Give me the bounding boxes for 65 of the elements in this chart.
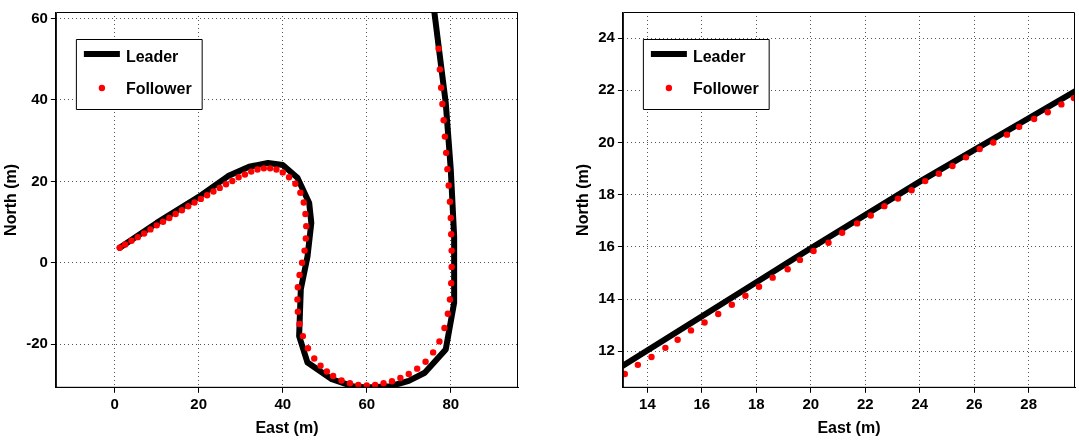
point xyxy=(853,220,861,227)
point xyxy=(922,177,929,185)
x-tick-label: 20 xyxy=(802,394,820,412)
y-tick-label: 12 xyxy=(598,341,615,359)
x-tick-label: 16 xyxy=(693,394,711,412)
point xyxy=(1003,131,1011,138)
x-tick-label: 40 xyxy=(274,394,292,412)
legend-label: Leader xyxy=(125,48,179,66)
point xyxy=(648,353,655,361)
point xyxy=(881,202,888,210)
point xyxy=(1044,109,1051,116)
x-tick-label: 26 xyxy=(965,394,983,412)
x-tick-label: 22 xyxy=(856,394,874,412)
point xyxy=(1058,101,1065,108)
x-axis-title: East (m) xyxy=(255,418,319,436)
y-tick-label: 20 xyxy=(598,132,615,150)
x-tick-label: 28 xyxy=(1020,394,1038,412)
point xyxy=(990,139,997,146)
point xyxy=(715,310,722,318)
point xyxy=(825,239,832,246)
point xyxy=(769,274,776,281)
x-tick-label: 60 xyxy=(358,394,376,412)
y-tick-label: 24 xyxy=(598,28,616,46)
y-tick-label: 14 xyxy=(598,289,616,307)
x-tick-label: 18 xyxy=(748,394,765,412)
x-tick-label: 24 xyxy=(911,394,929,412)
point xyxy=(1030,115,1038,123)
y-tick-label: -20 xyxy=(26,334,48,352)
y-axis-title: North (m) xyxy=(574,163,592,236)
y-tick-label: 20 xyxy=(31,171,48,189)
legend-label: Follower xyxy=(125,80,192,98)
x-axis-title: East (m) xyxy=(817,418,881,436)
point xyxy=(701,319,708,326)
point xyxy=(935,170,943,177)
point xyxy=(810,247,817,255)
point xyxy=(908,187,915,194)
x-tick-label: 20 xyxy=(190,394,208,412)
y-tick-label: 16 xyxy=(598,237,615,255)
y-tick-label: 0 xyxy=(39,252,48,270)
point xyxy=(784,266,791,273)
point xyxy=(755,283,763,290)
legend-label: Leader xyxy=(692,48,746,66)
x-tick-label: 0 xyxy=(110,394,119,412)
point xyxy=(634,361,642,369)
point xyxy=(674,336,681,343)
point xyxy=(867,212,874,219)
point xyxy=(728,301,736,309)
point xyxy=(976,145,983,153)
y-tick-label: 40 xyxy=(31,90,48,108)
point xyxy=(1015,123,1023,131)
x-tick-label: 80 xyxy=(442,394,460,412)
x-tick-label: 14 xyxy=(639,394,657,412)
y-tick-label: 60 xyxy=(31,8,48,26)
point xyxy=(662,344,669,352)
y-tick-label: 18 xyxy=(598,184,615,202)
point xyxy=(962,154,970,161)
point xyxy=(949,162,956,170)
y-axis-title: North (m) xyxy=(2,163,20,236)
legend-label: Follower xyxy=(692,80,759,98)
point xyxy=(742,292,749,299)
point xyxy=(796,256,804,264)
y-tick-label: 22 xyxy=(598,80,615,98)
point xyxy=(687,327,695,334)
point xyxy=(894,195,902,202)
point xyxy=(838,229,846,236)
